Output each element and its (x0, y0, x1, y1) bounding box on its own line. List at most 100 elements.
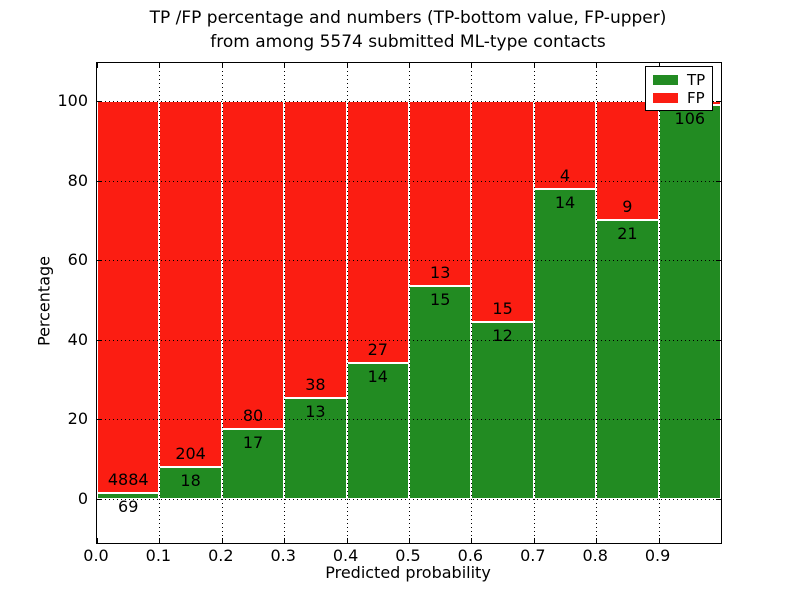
legend-label: TP (687, 71, 706, 89)
x-tick-label: 0.7 (520, 546, 546, 565)
gridline-horizontal (97, 339, 721, 341)
chart-title-line2: from among 5574 submitted ML-type contac… (210, 32, 606, 52)
gridline-horizontal (97, 101, 721, 102)
y-tick-label: 20 (67, 409, 88, 429)
y-tick-mark (97, 499, 102, 500)
y-tick-mark (716, 419, 721, 421)
y-tick-mark (716, 499, 721, 500)
bar-segment-tp (346, 363, 409, 499)
bar-segment-fp (596, 101, 659, 221)
x-tick-mark (658, 538, 660, 543)
x-tick-mark (97, 538, 98, 543)
bar-label-fp: 4 (559, 166, 571, 186)
gridline-vertical (346, 63, 348, 543)
x-tick-mark (159, 538, 161, 543)
bar-label-tp: 14 (367, 367, 388, 387)
x-tick-mark (221, 538, 223, 543)
legend-label: FP (687, 89, 705, 107)
chart-title-line1: TP /FP percentage and numbers (TP-bottom… (149, 8, 667, 28)
x-tick-mark (533, 538, 535, 543)
bar-label-fp: 27 (367, 340, 388, 360)
bar-label-fp: 4884 (107, 470, 149, 490)
y-tick-label: 100 (57, 91, 88, 110)
bar-label-tp: 13 (305, 401, 326, 421)
y-tick-label: 40 (67, 329, 88, 349)
x-tick-mark (721, 63, 722, 68)
y-tick-mark (716, 180, 721, 182)
bar-label-tp: 12 (492, 326, 513, 346)
gridline-horizontal (97, 499, 721, 500)
x-tick-label: 0.9 (644, 546, 671, 565)
x-tick-label: 0.8 (582, 546, 608, 565)
x-tick-mark (346, 63, 348, 68)
plot-area: 4884 69 204 18 80 17 38 13 27 14 13 15 15 12 4 14 9 21 106 (96, 62, 722, 544)
legend-swatch-fp (653, 93, 678, 103)
bar-segment-fp (97, 101, 160, 494)
gridline-horizontal (97, 180, 721, 182)
bar-label-fp: 204 (175, 443, 206, 463)
x-tick-mark (346, 538, 348, 543)
bar-label-tp: 106 (674, 108, 706, 128)
gridline-vertical (533, 63, 535, 543)
x-tick-mark (221, 63, 223, 68)
y-tick-mark (716, 101, 721, 102)
bar-segment-tp (658, 104, 721, 499)
bar-label-fp: 13 (430, 262, 451, 282)
y-tick-mark (97, 180, 102, 182)
gridline-vertical (471, 63, 473, 543)
x-tick-mark (159, 63, 161, 68)
bar-label-fp: 15 (492, 299, 513, 319)
bar-segment-fp (284, 101, 347, 398)
bar-segment-tp (533, 189, 597, 499)
bar-segment-tp (159, 466, 222, 499)
y-tick-label: 60 (67, 250, 88, 270)
x-tick-mark (97, 63, 98, 68)
x-tick-label: 0.2 (208, 546, 234, 565)
y-tick-mark (97, 419, 102, 421)
x-tick-mark (284, 63, 286, 68)
gridline-vertical (658, 63, 660, 543)
y-tick-mark (716, 339, 721, 341)
x-tick-label: 0.3 (270, 546, 296, 565)
bar-segment-fp (346, 101, 409, 364)
y-tick-label: 80 (67, 170, 88, 190)
bar-segment-fp (159, 101, 222, 467)
bar-label-tp: 14 (554, 193, 576, 213)
y-tick-mark (716, 260, 721, 262)
bar-label-fp: 38 (305, 374, 326, 394)
x-tick-mark (409, 63, 410, 68)
bar-segment-tp (596, 220, 659, 499)
x-tick-mark (471, 538, 473, 543)
x-tick-mark (284, 538, 286, 543)
bar-segment-tp (471, 322, 534, 499)
bar-segment-fp (221, 101, 285, 430)
bar-label-tp: 18 (180, 470, 201, 490)
gridline-vertical (284, 63, 286, 543)
y-tick-mark (97, 260, 102, 262)
x-tick-mark (596, 538, 598, 543)
x-tick-label: 0.4 (332, 546, 359, 565)
bar-label-tp: 69 (118, 497, 139, 517)
bar-segment-tp (409, 285, 472, 499)
legend-swatch-tp (653, 75, 678, 85)
bar-label-tp: 17 (242, 433, 264, 453)
x-tick-label: 0.1 (145, 546, 172, 565)
x-tick-mark (409, 538, 410, 543)
legend-row: FP (653, 90, 712, 106)
x-tick-mark (721, 538, 722, 543)
gridline-horizontal (97, 260, 721, 262)
x-axis-label: Predicted probability (325, 563, 491, 582)
bar-label-fp: 80 (242, 406, 264, 426)
gridline-horizontal (97, 419, 721, 421)
y-tick-label: 0 (77, 489, 88, 508)
y-tick-mark (97, 339, 102, 341)
gridline-vertical (596, 63, 598, 543)
bar-segment-fp (471, 101, 534, 323)
legend-row: TP (653, 72, 712, 88)
bar-label-fp: 9 (622, 197, 633, 217)
gridline-vertical (409, 63, 410, 543)
bar-segment-fp (409, 101, 472, 286)
bar-segment-tp (97, 493, 160, 499)
gridline-vertical (221, 63, 223, 543)
